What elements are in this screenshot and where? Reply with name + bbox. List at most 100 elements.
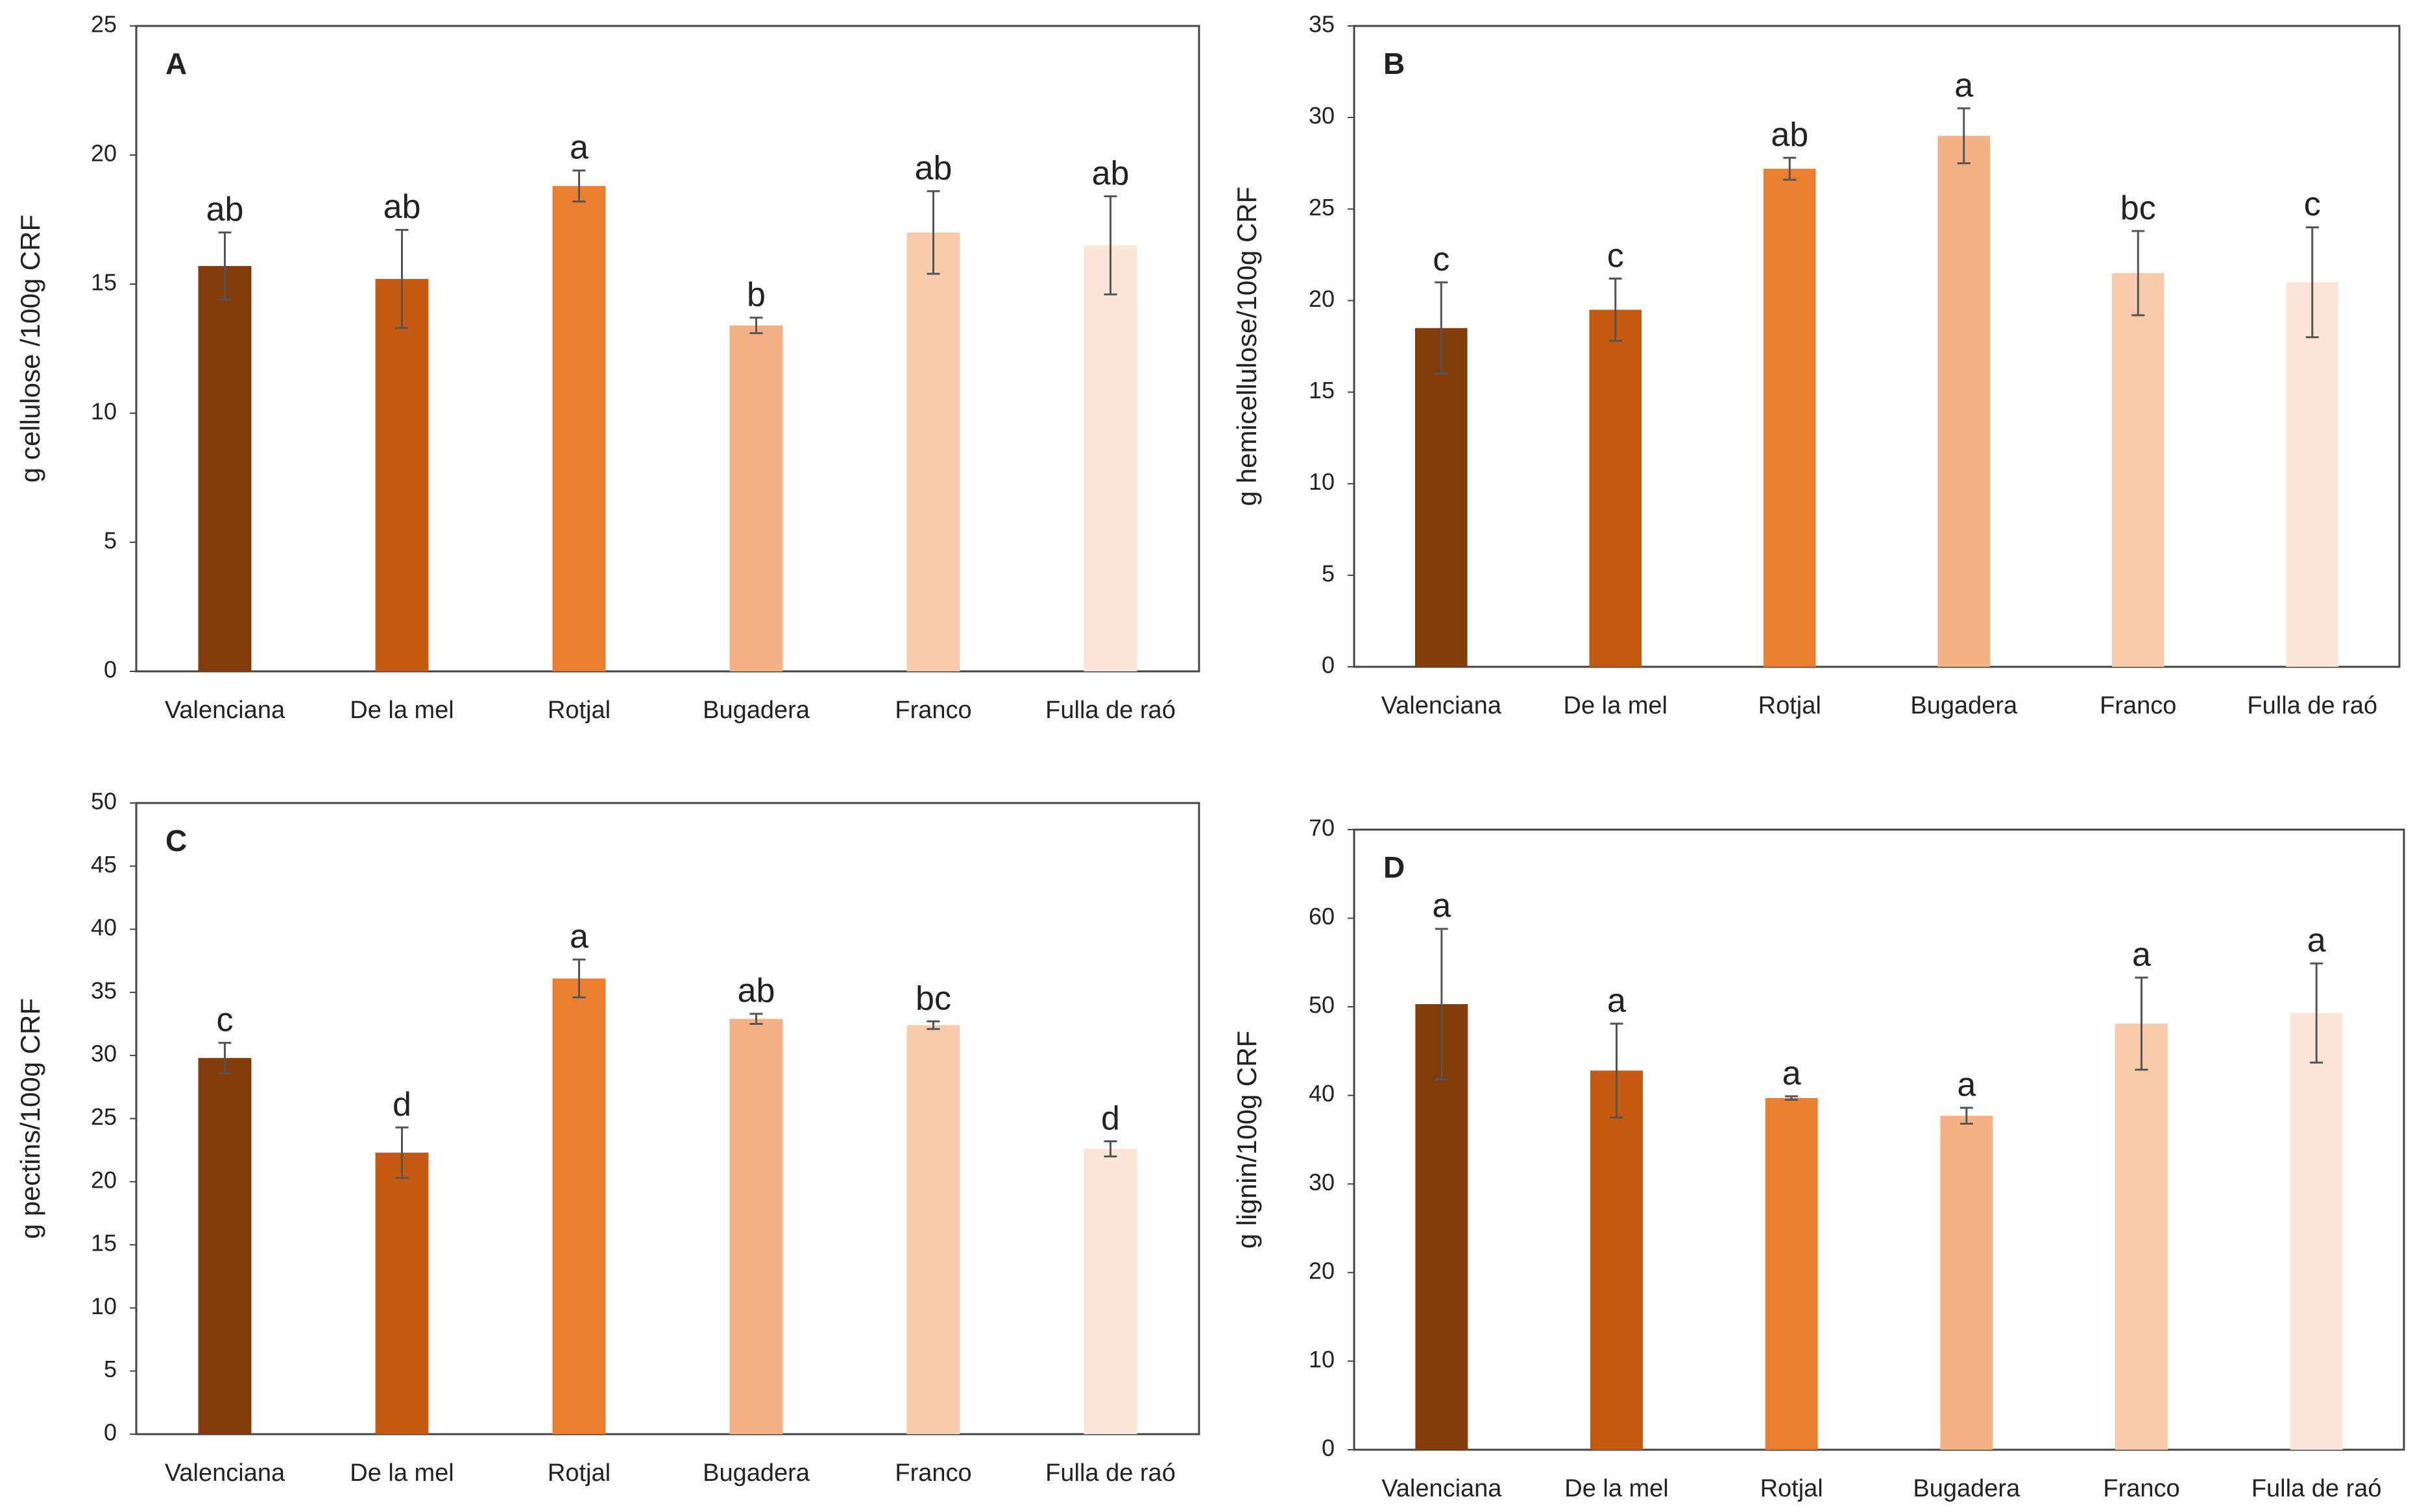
bar — [198, 266, 252, 671]
y-tick-label: 70 — [1309, 815, 1335, 841]
x-tick-label: Rotjal — [1758, 692, 1821, 719]
bar — [1763, 169, 1816, 667]
plot-frame — [1353, 828, 2405, 1451]
y-tick-label: 5 — [104, 527, 117, 554]
y-tick-label: 30 — [1309, 102, 1335, 129]
bar — [1589, 309, 1642, 667]
y-tick-label: 20 — [91, 140, 117, 167]
significance-letter: a — [2307, 922, 2326, 959]
significance-letter: d — [393, 1086, 411, 1123]
y-tick-label: 50 — [1309, 992, 1335, 1018]
y-tick-label: 40 — [91, 914, 117, 941]
y-tick-label: 0 — [104, 1419, 117, 1446]
x-tick-label: Franco — [895, 697, 971, 724]
bar — [1084, 1149, 1137, 1434]
significance-letter: ab — [1092, 154, 1130, 192]
y-tick-label: 5 — [104, 1356, 117, 1382]
significance-letter: a — [1607, 982, 1626, 1020]
y-tick-label: 5 — [1322, 560, 1335, 586]
x-tick-label: Rotjal — [548, 1459, 611, 1487]
x-tick-label: Valenciana — [165, 697, 285, 724]
significance-letter: c — [217, 1001, 234, 1038]
significance-letter: a — [1957, 1066, 1976, 1104]
y-axis-title: g pectins/100g CRF — [15, 998, 45, 1239]
x-tick-label: Valenciana — [1381, 692, 1502, 719]
significance-letter: a — [2132, 936, 2151, 974]
significance-letter: ab — [738, 972, 775, 1010]
y-tick-label: 0 — [1322, 652, 1335, 678]
y-tick-label: 15 — [1309, 377, 1335, 403]
y-tick-label: 20 — [1309, 285, 1335, 312]
x-tick-label: Bugadera — [703, 1459, 810, 1487]
bar — [906, 232, 960, 671]
bar — [2111, 273, 2165, 667]
y-tick-label: 15 — [91, 269, 117, 296]
bar — [198, 1058, 252, 1434]
bar — [1590, 1070, 1643, 1450]
bar — [2286, 282, 2339, 667]
x-tick-label: Rotjal — [1760, 1475, 1823, 1502]
y-tick-label: 25 — [91, 11, 117, 38]
y-tick-label: 35 — [91, 977, 117, 1003]
y-tick-label: 20 — [91, 1166, 117, 1193]
plot-frame — [1353, 25, 2401, 668]
panel-label: D — [1383, 850, 1405, 884]
y-tick-label: 0 — [1322, 1435, 1335, 1461]
panel-label: A — [165, 47, 187, 80]
significance-letter: c — [1433, 241, 1450, 278]
x-tick-label: De la mel — [1564, 1475, 1669, 1502]
x-tick-label: Franco — [2103, 1475, 2179, 1502]
significance-letter: ab — [206, 191, 244, 228]
y-tick-label: 25 — [1309, 194, 1335, 221]
plot-frame — [135, 25, 1200, 673]
x-tick-label: De la mel — [350, 1459, 454, 1487]
y-tick-label: 0 — [104, 656, 117, 683]
panel-label: B — [1383, 47, 1405, 80]
significance-letter: ab — [1771, 116, 1808, 154]
y-tick-label: 10 — [1309, 1346, 1335, 1373]
y-tick-label: 50 — [91, 788, 117, 815]
y-tick-label: 30 — [91, 1040, 117, 1067]
bar — [1765, 1098, 1818, 1450]
bar — [375, 279, 429, 671]
significance-letter: c — [1607, 237, 1624, 274]
x-tick-label: Fulla de raó — [1045, 1459, 1176, 1487]
x-tick-label: Bugadera — [1913, 1475, 2020, 1502]
bar — [729, 325, 783, 671]
significance-letter: ab — [915, 149, 952, 187]
bar — [729, 1018, 783, 1434]
significance-letter: bc — [2120, 189, 2156, 227]
bar — [375, 1153, 429, 1434]
y-tick-label: 15 — [91, 1230, 117, 1256]
significance-letter: c — [2304, 186, 2321, 223]
significance-letter: a — [1432, 887, 1451, 925]
x-tick-label: Bugadera — [1910, 692, 2018, 719]
y-tick-label: 10 — [91, 398, 117, 425]
significance-letter: a — [1954, 67, 1973, 104]
x-tick-label: Fulla de raó — [2251, 1475, 2382, 1502]
y-tick-label: 10 — [91, 1293, 117, 1319]
bar — [552, 186, 606, 671]
y-axis-title: g hemicellulose/100g CRF — [1231, 187, 1262, 507]
x-tick-label: Franco — [2100, 692, 2176, 719]
significance-letter: a — [570, 129, 588, 167]
y-tick-label: 25 — [91, 1103, 117, 1130]
significance-letter: a — [570, 918, 588, 955]
y-tick-label: 35 — [1309, 11, 1335, 38]
x-tick-label: Fulla de raó — [2247, 692, 2377, 719]
bar — [2115, 1024, 2168, 1450]
x-tick-label: Franco — [895, 1459, 971, 1487]
y-tick-label: 20 — [1309, 1257, 1335, 1284]
significance-letter: a — [1782, 1055, 1801, 1092]
y-tick-label: 45 — [91, 851, 117, 878]
x-tick-label: Rotjal — [548, 697, 611, 724]
y-tick-label: 10 — [1309, 468, 1335, 495]
y-tick-label: 40 — [1309, 1080, 1335, 1107]
y-axis-title: g cellulose /100g CRF — [15, 215, 45, 483]
y-tick-label: 60 — [1309, 903, 1335, 930]
plot-frame — [135, 802, 1200, 1435]
bar — [552, 978, 606, 1434]
bar — [2290, 1013, 2343, 1450]
y-axis-title: g lignin/100g CRF — [1231, 1031, 1262, 1249]
